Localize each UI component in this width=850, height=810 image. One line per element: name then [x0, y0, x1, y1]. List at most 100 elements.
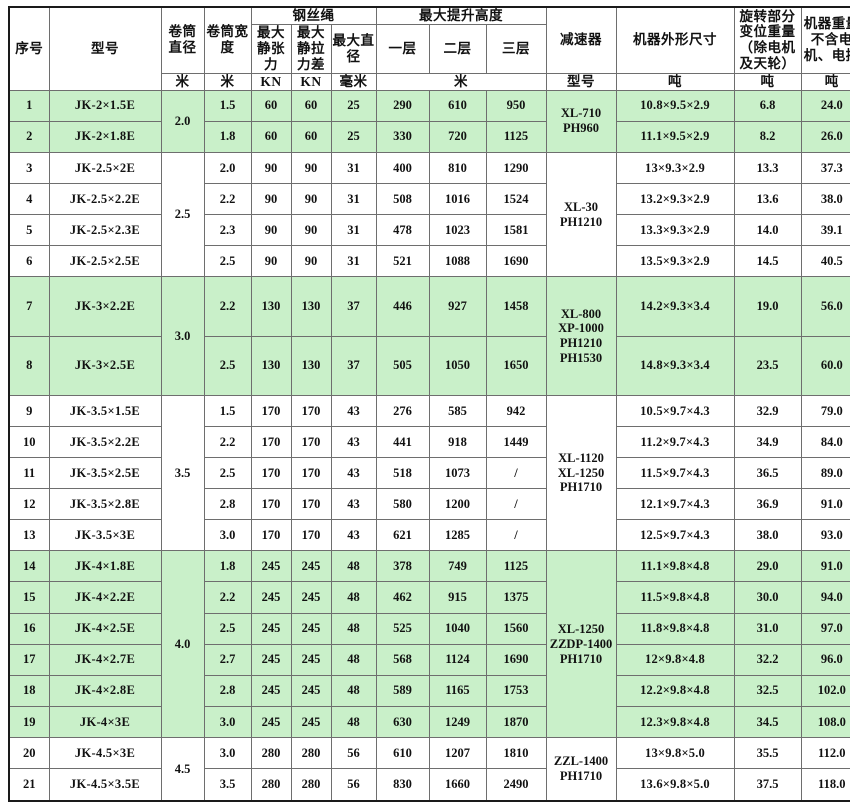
- cell-model: JK-2.5×2.3E: [48, 214, 162, 247]
- cell-model: JK-3.5×2.8E: [48, 488, 162, 521]
- table-row[interactable]: 12 JK-3.5×2.8E 2.8 170 170 43 580 1200/12.1×9.7…: [8, 488, 850, 521]
- cell-lift-layer1: 521: [375, 245, 430, 278]
- cell-rope-diameter: 43: [330, 519, 377, 552]
- cell-rotating-weight: 13.6: [733, 182, 802, 216]
- cell-model: JK-4.5×3.5E: [48, 768, 162, 802]
- cell-seq: 16: [8, 612, 50, 645]
- cell-rope-tension-diff: 60: [290, 120, 332, 153]
- cell-rotating-weight: 36.5: [733, 457, 802, 490]
- cell-rope-tension: 245: [250, 705, 292, 739]
- cell-machine-size: 12.2×9.8×4.8: [615, 674, 735, 707]
- table-row[interactable]: 5 JK-2.5×2.3E 2.3 90 90 31 478 1023 1581 13.3×9.3…: [8, 214, 850, 247]
- cell-model: JK-4×2.8E: [48, 674, 162, 707]
- table-row[interactable]: 8 JK-3×2.5E 2.5 130 130 37 505 1050 1650 14.8×9.3…: [8, 335, 850, 396]
- table-row[interactable]: 20 JK-4.5×3E 4.5 3.0 280 280 56 610 1207 1810 ZZL-…: [8, 737, 850, 802]
- cell-lift-layer3: /: [485, 519, 547, 552]
- cell-machine-size: 12×9.8×4.8: [615, 643, 735, 676]
- cell-seq: 21: [8, 768, 50, 802]
- table-row[interactable]: 15 JK-4×2.2E 2.2 245 245 48 462 915 1375 11.5×9.8…: [8, 581, 850, 614]
- table-row[interactable]: 1 JK-2×1.5E 2.0 1.5 60 60 25 290 610 950 XL-710 PH9…: [8, 89, 850, 153]
- cell-rope-tension: 245: [250, 581, 292, 614]
- cell-lift-layer2: 1165: [428, 674, 487, 707]
- cell-lift-layer3: 1125: [485, 550, 547, 583]
- table-row[interactable]: 9 JK-3.5×1.5E 3.5 1.5 170 170 43 276 585 942 XL-11…: [8, 394, 850, 552]
- header-rope-tension-diff: 最大静拉力差: [290, 23, 332, 74]
- table-row[interactable]: 17 JK-4×2.7E 2.7 245 245 48 568 1124 1690 12×9.8×…: [8, 643, 850, 676]
- table-row[interactable]: 16 JK-4×2.5E 2.5 245 245 48 525 1040 1560 11.8×9.…: [8, 612, 850, 645]
- cell-lift-layer3: 1650: [485, 335, 547, 396]
- cell-rotating-weight: 38.0: [733, 519, 802, 552]
- cell-seq: 13: [8, 519, 50, 552]
- cell-drum-width: 2.5: [203, 612, 252, 645]
- cell-rope-tension: 280: [250, 737, 292, 770]
- header-machine-weight: 机器重量不含电机、电控: [800, 6, 850, 74]
- cell-rotating-weight: 14.0: [733, 214, 802, 247]
- table-row[interactable]: 19 JK-4×3E 3.0 245 245 48 630 1249 1870 12.3×9.8×…: [8, 705, 850, 739]
- unit-lift: 米: [375, 72, 547, 91]
- cell-rope-diameter: 48: [330, 550, 377, 583]
- cell-rope-tension: 60: [250, 120, 292, 153]
- cell-model: JK-2×1.8E: [48, 120, 162, 153]
- table-row[interactable]: 14 JK-4×1.8E 4.0 1.8 245 245 48 378 749 1125 XL-12…: [8, 550, 850, 739]
- table-body: 1 JK-2×1.5E 2.0 1.5 60 60 25 290 610 950 XL-710 PH9…: [8, 89, 850, 802]
- cell-lift-layer2: 1073: [428, 457, 487, 490]
- cell-rope-tension-diff: 245: [290, 643, 332, 676]
- cell-lift-layer1: 441: [375, 425, 430, 459]
- cell-lift-layer3: 1290: [485, 151, 547, 184]
- cell-lift-layer2: 1088: [428, 245, 487, 278]
- table-row[interactable]: 11 JK-3.5×2.5E 2.5 170 170 43 518 1073/11.5×9.7…: [8, 457, 850, 490]
- cell-rope-diameter: 56: [330, 737, 377, 770]
- cell-model: JK-4×2.5E: [48, 612, 162, 645]
- cell-drum-width: 3.0: [203, 519, 252, 552]
- table-row[interactable]: 6 JK-2.5×2.5E 2.5 90 90 31 521 1088 1690 13.5×9.3…: [8, 245, 850, 278]
- cell-reducer: XL-1120 XL-1250 PH1710: [545, 394, 617, 552]
- cell-reducer: ZZL-1400 PH1710: [545, 737, 617, 802]
- cell-lift-layer2: 1040: [428, 612, 487, 645]
- cell-model: JK-2×1.5E: [48, 89, 162, 122]
- cell-rope-tension-diff: 245: [290, 612, 332, 645]
- cell-rotating-weight: 34.9: [733, 425, 802, 459]
- cell-model: JK-3.5×3E: [48, 519, 162, 552]
- table-row[interactable]: 21 JK-4.5×3.5E 3.5 280 280 56 830 1660 2490 13.6×…: [8, 768, 850, 802]
- cell-drum-width: 3.0: [203, 737, 252, 770]
- cell-seq: 15: [8, 581, 50, 614]
- cell-model: JK-4×3E: [48, 705, 162, 739]
- table-row[interactable]: 4 JK-2.5×2.2E 2.2 90 90 31 508 1016 1524 13.2×9.3…: [8, 182, 850, 216]
- cell-seq: 8: [8, 335, 50, 396]
- cell-rope-diameter: 37: [330, 276, 377, 337]
- cell-rope-tension-diff: 245: [290, 674, 332, 707]
- unit-drum-diameter: 米: [160, 72, 205, 91]
- cell-rope-tension: 170: [250, 519, 292, 552]
- cell-machine-size: 14.2×9.3×3.4: [615, 276, 735, 337]
- cell-machine-size: 11.1×9.8×4.8: [615, 550, 735, 583]
- header-rotating-weight: 旋转部分变位重量（除电机及天轮）: [733, 6, 802, 74]
- cell-seq: 3: [8, 151, 50, 184]
- cell-model: JK-2.5×2.2E: [48, 182, 162, 216]
- table-row[interactable]: 18 JK-4×2.8E 2.8 245 245 48 589 1165 1753 12.2×9.…: [8, 674, 850, 707]
- table-row[interactable]: 2 JK-2×1.8E 1.8 60 60 25 330 720 1125 11.1×9.5×2.…: [8, 120, 850, 153]
- cell-rotating-weight: 19.0: [733, 276, 802, 337]
- header-lift-layer1: 一层: [375, 23, 430, 74]
- table-row[interactable]: 7 JK-3×2.2E 3.0 2.2 130 130 37 446 927 1458 XL-800…: [8, 276, 850, 396]
- cell-seq: 17: [8, 643, 50, 676]
- cell-seq: 14: [8, 550, 50, 583]
- cell-seq: 4: [8, 182, 50, 216]
- table-row[interactable]: 3 JK-2.5×2E 2.5 2.0 90 90 31 400 810 1290 XL-30 PH1…: [8, 151, 850, 278]
- cell-rope-diameter: 31: [330, 182, 377, 216]
- cell-drum-diameter: 4.5: [160, 737, 205, 802]
- cell-drum-width: 2.5: [203, 335, 252, 396]
- cell-rotating-weight: 36.9: [733, 488, 802, 521]
- cell-lift-layer2: 1050: [428, 335, 487, 396]
- cell-lift-layer2: 1200: [428, 488, 487, 521]
- cell-lift-layer3: 1810: [485, 737, 547, 770]
- header-drum-diameter: 卷筒直径: [160, 6, 205, 74]
- table-row[interactable]: 10 JK-3.5×2.2E 2.2 170 170 43 441 918 1449 11.2×9…: [8, 425, 850, 459]
- header-lift-layer2: 二层: [428, 23, 487, 74]
- cell-rotating-weight: 8.2: [733, 120, 802, 153]
- table-row[interactable]: 13 JK-3.5×3E 3.0 170 170 43 621 1285/12.5×9.7×4…: [8, 519, 850, 552]
- cell-rotating-weight: 23.5: [733, 335, 802, 396]
- cell-reducer: XL-800 XP-1000 PH1210 PH1530: [545, 276, 617, 396]
- cell-lift-layer1: 580: [375, 488, 430, 521]
- cell-machine-weight: 118.0: [800, 768, 850, 802]
- cell-rope-tension-diff: 170: [290, 457, 332, 490]
